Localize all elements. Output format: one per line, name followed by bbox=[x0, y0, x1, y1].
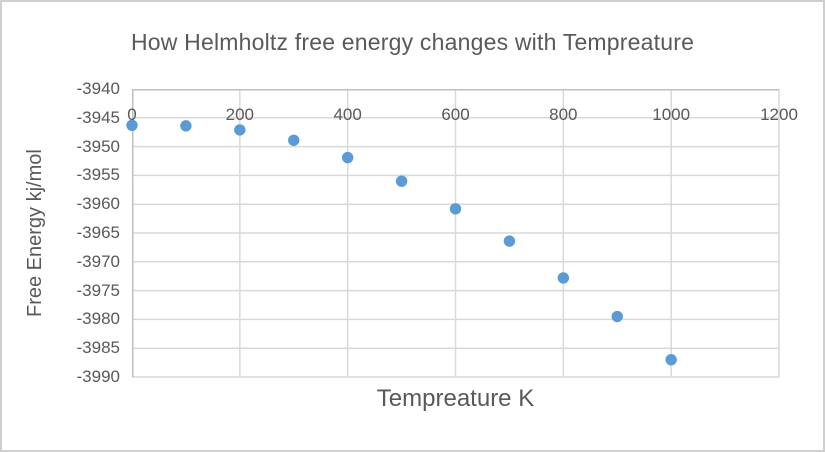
data-point bbox=[395, 175, 408, 187]
y-tick-label: -3945 bbox=[76, 107, 120, 127]
data-point bbox=[503, 235, 516, 247]
data-point bbox=[234, 124, 246, 136]
y-tick-label: -3980 bbox=[76, 309, 120, 329]
y-tick-label: -3950 bbox=[76, 136, 120, 156]
y-tick-label: -3960 bbox=[76, 194, 120, 214]
y-tick-label: -3975 bbox=[76, 280, 120, 300]
data-point bbox=[449, 203, 462, 215]
data-point bbox=[180, 120, 192, 132]
y-tick-label: -3985 bbox=[76, 338, 120, 358]
y-tick-label: -3990 bbox=[76, 367, 120, 386]
chart-title: How Helmholtz free energy changes with T… bbox=[130, 29, 695, 55]
data-point bbox=[126, 119, 138, 131]
x-tick-label: 200 bbox=[225, 105, 255, 124]
data-point bbox=[665, 354, 677, 366]
data-point bbox=[557, 272, 570, 284]
y-tick-label: -3940 bbox=[76, 79, 120, 98]
scatter-plot-svg bbox=[126, 89, 780, 378]
data-point bbox=[341, 151, 354, 164]
y-tick-label: -3970 bbox=[76, 251, 120, 271]
data-point bbox=[611, 310, 623, 323]
data-point bbox=[288, 134, 300, 146]
x-tick-label: 600 bbox=[441, 105, 470, 124]
x-tick-label: 1200 bbox=[760, 105, 798, 124]
plot-area bbox=[126, 89, 780, 378]
x-tick-label: 1000 bbox=[652, 105, 691, 124]
y-tick-label: -3955 bbox=[76, 165, 120, 185]
x-tick-label: 800 bbox=[549, 105, 578, 124]
x-tick-label: 0 bbox=[127, 105, 137, 124]
x-tick-label: 400 bbox=[333, 105, 362, 124]
y-tick-label: -3965 bbox=[76, 223, 120, 242]
x-axis-title: Tempreature K bbox=[376, 385, 535, 412]
